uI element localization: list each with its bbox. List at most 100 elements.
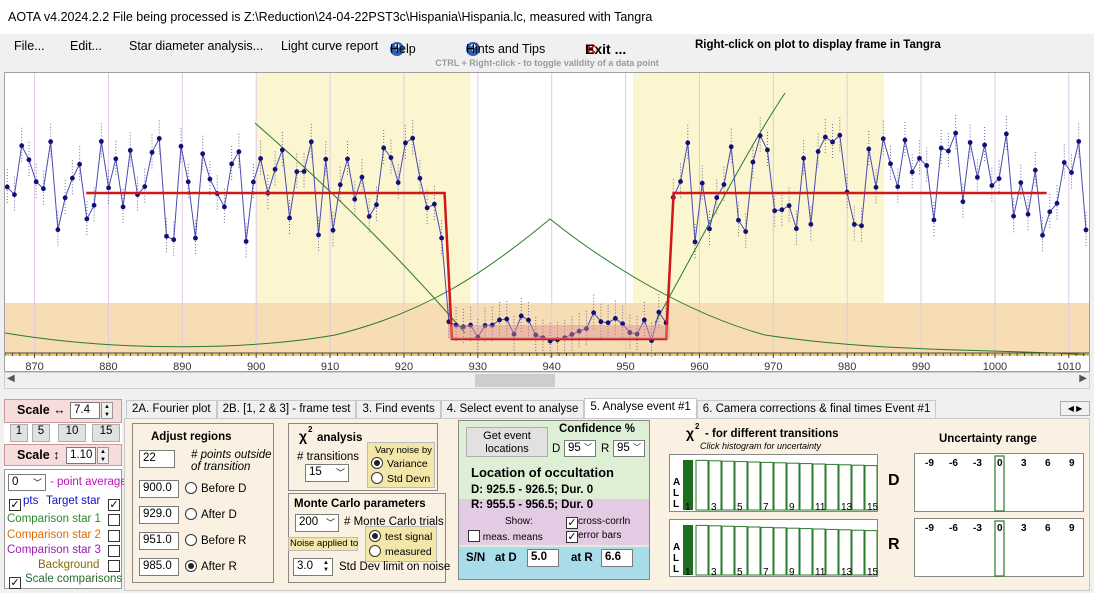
light-curve-svg[interactable]: 870 880 890 900 910 920 930 940 950 960 970 980 990 1… [5,73,1090,372]
comp2-checkbox[interactable] [108,529,120,543]
before-r-input[interactable]: 951.0 [139,532,179,550]
data-point-140 [1018,180,1024,186]
data-point-70 [511,331,517,337]
data-point-118 [859,223,864,229]
data-point-145 [1054,200,1060,206]
hist-axis-letter-2: L [673,564,679,575]
scroll-right-icon[interactable]: ▶ [1079,373,1087,384]
std-devn-radio[interactable]: Std Devn [371,472,430,485]
data-point-42 [308,139,314,145]
conf-d-select[interactable]: 95 ﹀ [564,440,596,457]
x-tick-label-6: 930 [469,361,487,372]
data-point-122 [888,161,893,167]
meas-means-checkbox[interactable]: meas. means [468,530,543,543]
hints-icon: ? [466,42,480,56]
monte-carlo-panel: Monte Carlo parameters 200 ﹀ # Monte Carl… [288,493,450,583]
points-outside-input[interactable]: 22 [139,450,175,468]
unc-zero-bar [994,520,1005,577]
tab-scroll-arrows[interactable]: ◀ ▶ [1060,401,1090,416]
plot-horizontal-scrollbar[interactable]: ◀ ▶ [4,372,1090,389]
before-d-radio[interactable]: Before D [185,482,246,495]
data-point-41 [301,169,307,174]
transitions-select[interactable]: 15 ﹀ [305,464,349,482]
get-event-locations-button[interactable]: Get event locations [466,427,548,457]
tab-analyse-event[interactable]: 5. Analyse event #1 [584,398,697,419]
scroll-left-icon[interactable]: ◀ [7,373,15,384]
scale-v-input[interactable]: 1.10 [66,447,96,464]
test-signal-radio[interactable]: test signal [369,530,432,543]
data-point-135 [982,142,988,148]
data-point-117 [851,221,857,227]
target-checkbox[interactable]: ✓ [108,499,120,511]
tab-select-event[interactable]: 4. Select event to analyse [440,400,585,419]
data-point-134 [974,174,980,180]
left-panel: Scale ↔ 7.4 ▲ ▼ 1 5 10 15 Scale ↕ 1.10 ▲ ▼… [4,399,127,589]
measured-radio[interactable]: measured [369,545,432,558]
event-band [448,325,670,339]
data-point-143 [1040,232,1045,238]
pts-checkbox[interactable]: ✓ [9,499,21,511]
chevron-down-icon: ﹀ [325,518,335,528]
menu-edit[interactable]: Edit... [70,39,102,53]
data-point-27 [200,151,206,157]
x-tick-label-0: 870 [25,361,43,372]
scale-comparisons-checkbox[interactable]: ✓ [9,577,21,589]
data-point-8 [62,195,68,201]
zoom-15-button[interactable]: 15 [92,424,120,442]
before-d-input[interactable]: 900.0 [139,480,179,498]
after-d-input[interactable]: 929.0 [139,506,179,524]
x-tick-label-1: 880 [99,361,117,372]
after-d-radio[interactable]: After D [185,508,237,521]
hist-bar-14 [851,464,865,511]
conf-r-select[interactable]: 95 ﹀ [613,440,645,457]
scale-h-input[interactable]: 7.4 [70,402,100,419]
help-icon: ? [390,42,404,56]
comp3-checkbox[interactable] [108,544,120,558]
hist-x-label-6: 13 [841,567,853,578]
menu-star-diameter[interactable]: Star diameter analysis... [129,39,264,53]
data-point-95 [692,239,698,245]
data-point-102 [743,229,749,234]
tab-frame-test[interactable]: 2B. [1, 2 & 3] - frame test [216,400,357,419]
comp1-checkbox[interactable] [108,513,120,527]
scale-h-spinner[interactable]: ▲ ▼ [101,402,113,419]
hist-bar-13 [838,529,852,576]
data-point-129 [938,145,944,151]
tab-camera-corrections[interactable]: 6. Camera corrections & final times Even… [696,400,937,419]
after-r-radio[interactable]: After R [185,560,237,573]
std-limit-input[interactable]: 3.0 ▲ ▼ [293,558,333,576]
scale-v-spinner[interactable]: ▲ ▼ [97,447,109,464]
data-point-2 [19,143,25,149]
data-point-78 [569,332,575,337]
tab-find-events[interactable]: 3. Find events [356,400,441,419]
scroll-thumb[interactable] [475,374,555,387]
x-tick-label-3: 900 [247,361,265,372]
histogram-d[interactable]: A L L 1 3 5 7 9 11 13 15 [669,454,879,513]
uncertainty-title: Uncertainty range [939,433,1037,445]
data-point-44 [323,156,329,162]
data-point-64 [468,322,473,328]
before-r-radio[interactable]: Before R [185,534,246,547]
data-point-131 [953,130,959,136]
data-point-28 [207,176,213,182]
zoom-10-button[interactable]: 10 [58,424,86,442]
zoom-1-button[interactable]: 1 [10,424,28,442]
menu-file[interactable]: File... [14,39,45,53]
cross-corr-checkbox[interactable]: ✓cross-corrln [566,516,631,529]
uncertainty-d: -9 -6 -3 0 3 6 9 [914,453,1084,512]
zoom-5-button[interactable]: 5 [32,424,50,442]
error-bars-checkbox[interactable]: ✓error bars [566,530,622,543]
tab-fourier[interactable]: 2A. Fourier plot [126,400,217,419]
light-curve-plot[interactable]: 870 880 890 900 910 920 930 940 950 960 970 980 990 1… [4,72,1090,372]
data-point-138 [1003,131,1009,137]
variance-radio[interactable]: Variance [371,457,428,470]
after-r-input[interactable]: 985.0 [139,558,179,576]
data-point-46 [337,182,343,188]
background-checkbox[interactable] [108,559,120,573]
point-average-select[interactable]: 0 ﹀ [8,474,46,491]
sn-at-d-value: 5.0 [527,549,559,567]
mc-trials-select[interactable]: 200 ﹀ [295,514,339,532]
menu-light-curve-report[interactable]: Light curve report [281,39,379,53]
data-point-33 [243,239,249,244]
histogram-r[interactable]: A L L 1 3 5 7 9 11 13 15 [669,519,879,578]
